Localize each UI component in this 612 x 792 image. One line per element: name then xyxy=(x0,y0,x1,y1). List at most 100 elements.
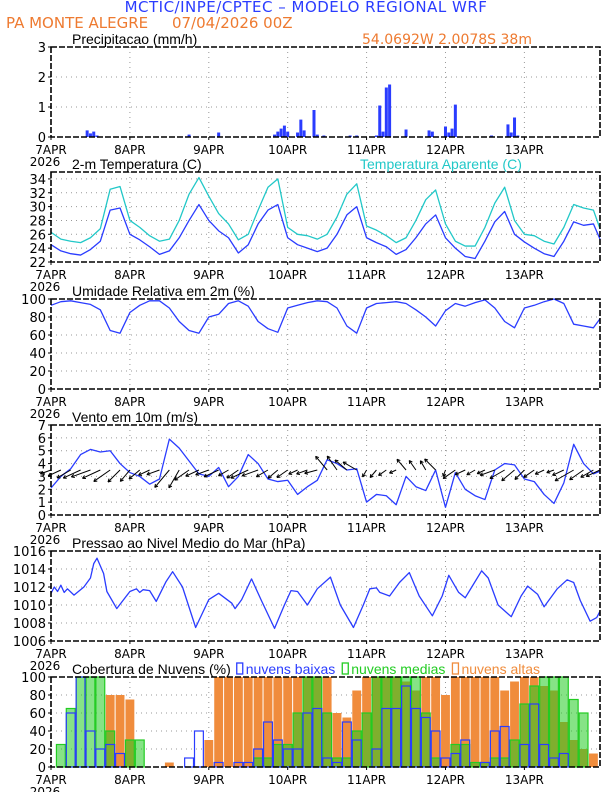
wind-arrow xyxy=(230,469,249,479)
station-coordinates: 54.0692W 2.0078S 38m xyxy=(362,32,532,48)
y-tick-label: 40 xyxy=(29,347,46,362)
wind-arrow-head xyxy=(554,477,558,482)
wind-arrow-head xyxy=(534,471,538,475)
wind-arrow-head xyxy=(267,474,270,479)
x-tick-label: 11APR xyxy=(347,268,386,282)
y-tick-label: 6 xyxy=(38,432,46,447)
plot-frame xyxy=(50,298,601,390)
panel-title: Umidade Relativa em 2m (%) xyxy=(72,283,255,299)
precip-bar xyxy=(378,105,382,137)
wind-arrow-head xyxy=(288,471,292,475)
cloud-bar-nuvens-baixas xyxy=(529,703,540,768)
wind-arrow xyxy=(489,469,505,479)
wind-arrow xyxy=(523,469,535,478)
cloud-bar-nuvens-baixas xyxy=(351,739,362,768)
wind-arrow-head xyxy=(218,472,221,477)
cloud-bar-nuvens-baixas xyxy=(430,730,441,768)
precip-bar xyxy=(381,131,385,137)
y-tick-label: 80 xyxy=(29,689,46,704)
precip-bar xyxy=(388,84,392,137)
cloud-bar-nuvens-altas xyxy=(233,677,243,767)
cloud-bar-nuvens-altas xyxy=(460,677,470,767)
panel-title: Cobertura de Nuvens (%) xyxy=(72,661,231,677)
cloud-bar-nuvens-baixas xyxy=(371,748,382,768)
x-tick-label: 11APR xyxy=(347,395,386,409)
precip-bar xyxy=(85,130,89,137)
wind-arrow-head xyxy=(552,472,555,476)
y-tick-label: 3 xyxy=(38,41,46,56)
y-tick-label: 34 xyxy=(29,173,46,188)
plot-frame xyxy=(50,171,601,263)
wind-arrow-head xyxy=(327,455,331,459)
x-tick-label: 12APR xyxy=(426,268,465,282)
cloud-bar-nuvens-medias xyxy=(509,739,520,768)
wind-arrow xyxy=(203,469,219,478)
cloud-bar-nuvens-altas xyxy=(480,677,490,767)
wind-arrow xyxy=(71,469,91,478)
wind-arrow xyxy=(256,469,269,478)
y-tick-label: 1014 xyxy=(13,563,46,578)
y-tick-label: 60 xyxy=(29,707,46,722)
y-tick-label: 5 xyxy=(38,445,46,460)
y-tick-label: 32 xyxy=(29,187,46,202)
wind-arrow xyxy=(267,469,279,479)
x-tick-label: 10APR xyxy=(268,521,307,535)
wind-arrow xyxy=(419,460,427,471)
line-Pressao xyxy=(50,557,601,630)
x-tick-label: 8APR xyxy=(114,143,145,157)
cloud-bar-nuvens-altas xyxy=(510,681,519,767)
panel-title: Vento em 10m (m/s) xyxy=(72,409,198,425)
wind-arrow xyxy=(315,455,328,471)
cloud-bar-nuvens-baixas xyxy=(322,757,333,768)
wind-arrow xyxy=(174,469,190,481)
cloud-bar-nuvens-baixas xyxy=(499,725,510,768)
y-tick-label: 100 xyxy=(21,293,46,308)
wind-arrow xyxy=(241,469,259,477)
y-tick-label: 1016 xyxy=(13,545,46,560)
cloud-bar-nuvens-medias xyxy=(548,676,560,768)
wind-arrow-head xyxy=(466,471,470,476)
wind-arrow xyxy=(82,469,101,479)
x-tick-label: 13APR xyxy=(505,773,544,787)
cloud-bar-nuvens-baixas xyxy=(391,707,402,768)
wind-arrow-head xyxy=(138,472,142,476)
wind-arrow xyxy=(296,469,308,475)
wind-arrow-head xyxy=(389,470,392,474)
wind-arrow xyxy=(304,469,318,474)
x-tick-label: 10APR xyxy=(268,773,307,787)
x-tick-label: 8APR xyxy=(114,395,145,409)
wind-arrow xyxy=(569,469,584,481)
wind-arrow-head xyxy=(378,472,381,476)
wind-arrow xyxy=(442,469,446,477)
wind-arrow xyxy=(334,459,348,471)
x-tick-label: 7APR xyxy=(35,521,66,535)
cloud-bar-nuvens-baixas xyxy=(440,757,451,768)
plot-frame xyxy=(50,676,601,768)
y-tick-label: 3 xyxy=(38,470,46,485)
wind-arrow xyxy=(552,469,565,476)
plot-frame xyxy=(50,424,601,516)
precip-bar xyxy=(443,126,447,137)
x-tick-label: 9APR xyxy=(193,143,224,157)
legend-swatch-nuvens-baixas xyxy=(236,662,244,675)
x-tick-label: 7APR xyxy=(35,143,66,157)
cloud-bar-nuvens-baixas xyxy=(341,721,352,768)
wind-arrow-head xyxy=(479,472,483,476)
panel-temp xyxy=(48,171,601,265)
cloud-bar-nuvens-baixas xyxy=(85,730,96,768)
wind-arrow-head xyxy=(424,458,429,461)
wind-arrow-head xyxy=(454,471,458,475)
station-and-run: PA MONTE ALEGRE 07/04/2026 00Z xyxy=(6,14,293,32)
precip-bar xyxy=(404,129,408,137)
wind-arrow-head xyxy=(569,476,572,480)
cloud-bar-nuvens-baixas xyxy=(292,748,303,768)
wind-arrow xyxy=(442,469,456,479)
wind-arrow-head xyxy=(93,478,96,482)
wind-arrow xyxy=(424,458,436,471)
panel-wind xyxy=(40,424,601,518)
x-tick-label: 12APR xyxy=(426,143,465,157)
y-tick-label: 1012 xyxy=(13,581,46,596)
legend-label: nuvens baixas xyxy=(246,661,336,677)
cloud-bar-nuvens-baixas xyxy=(115,752,126,768)
wind-arrow xyxy=(226,469,239,479)
